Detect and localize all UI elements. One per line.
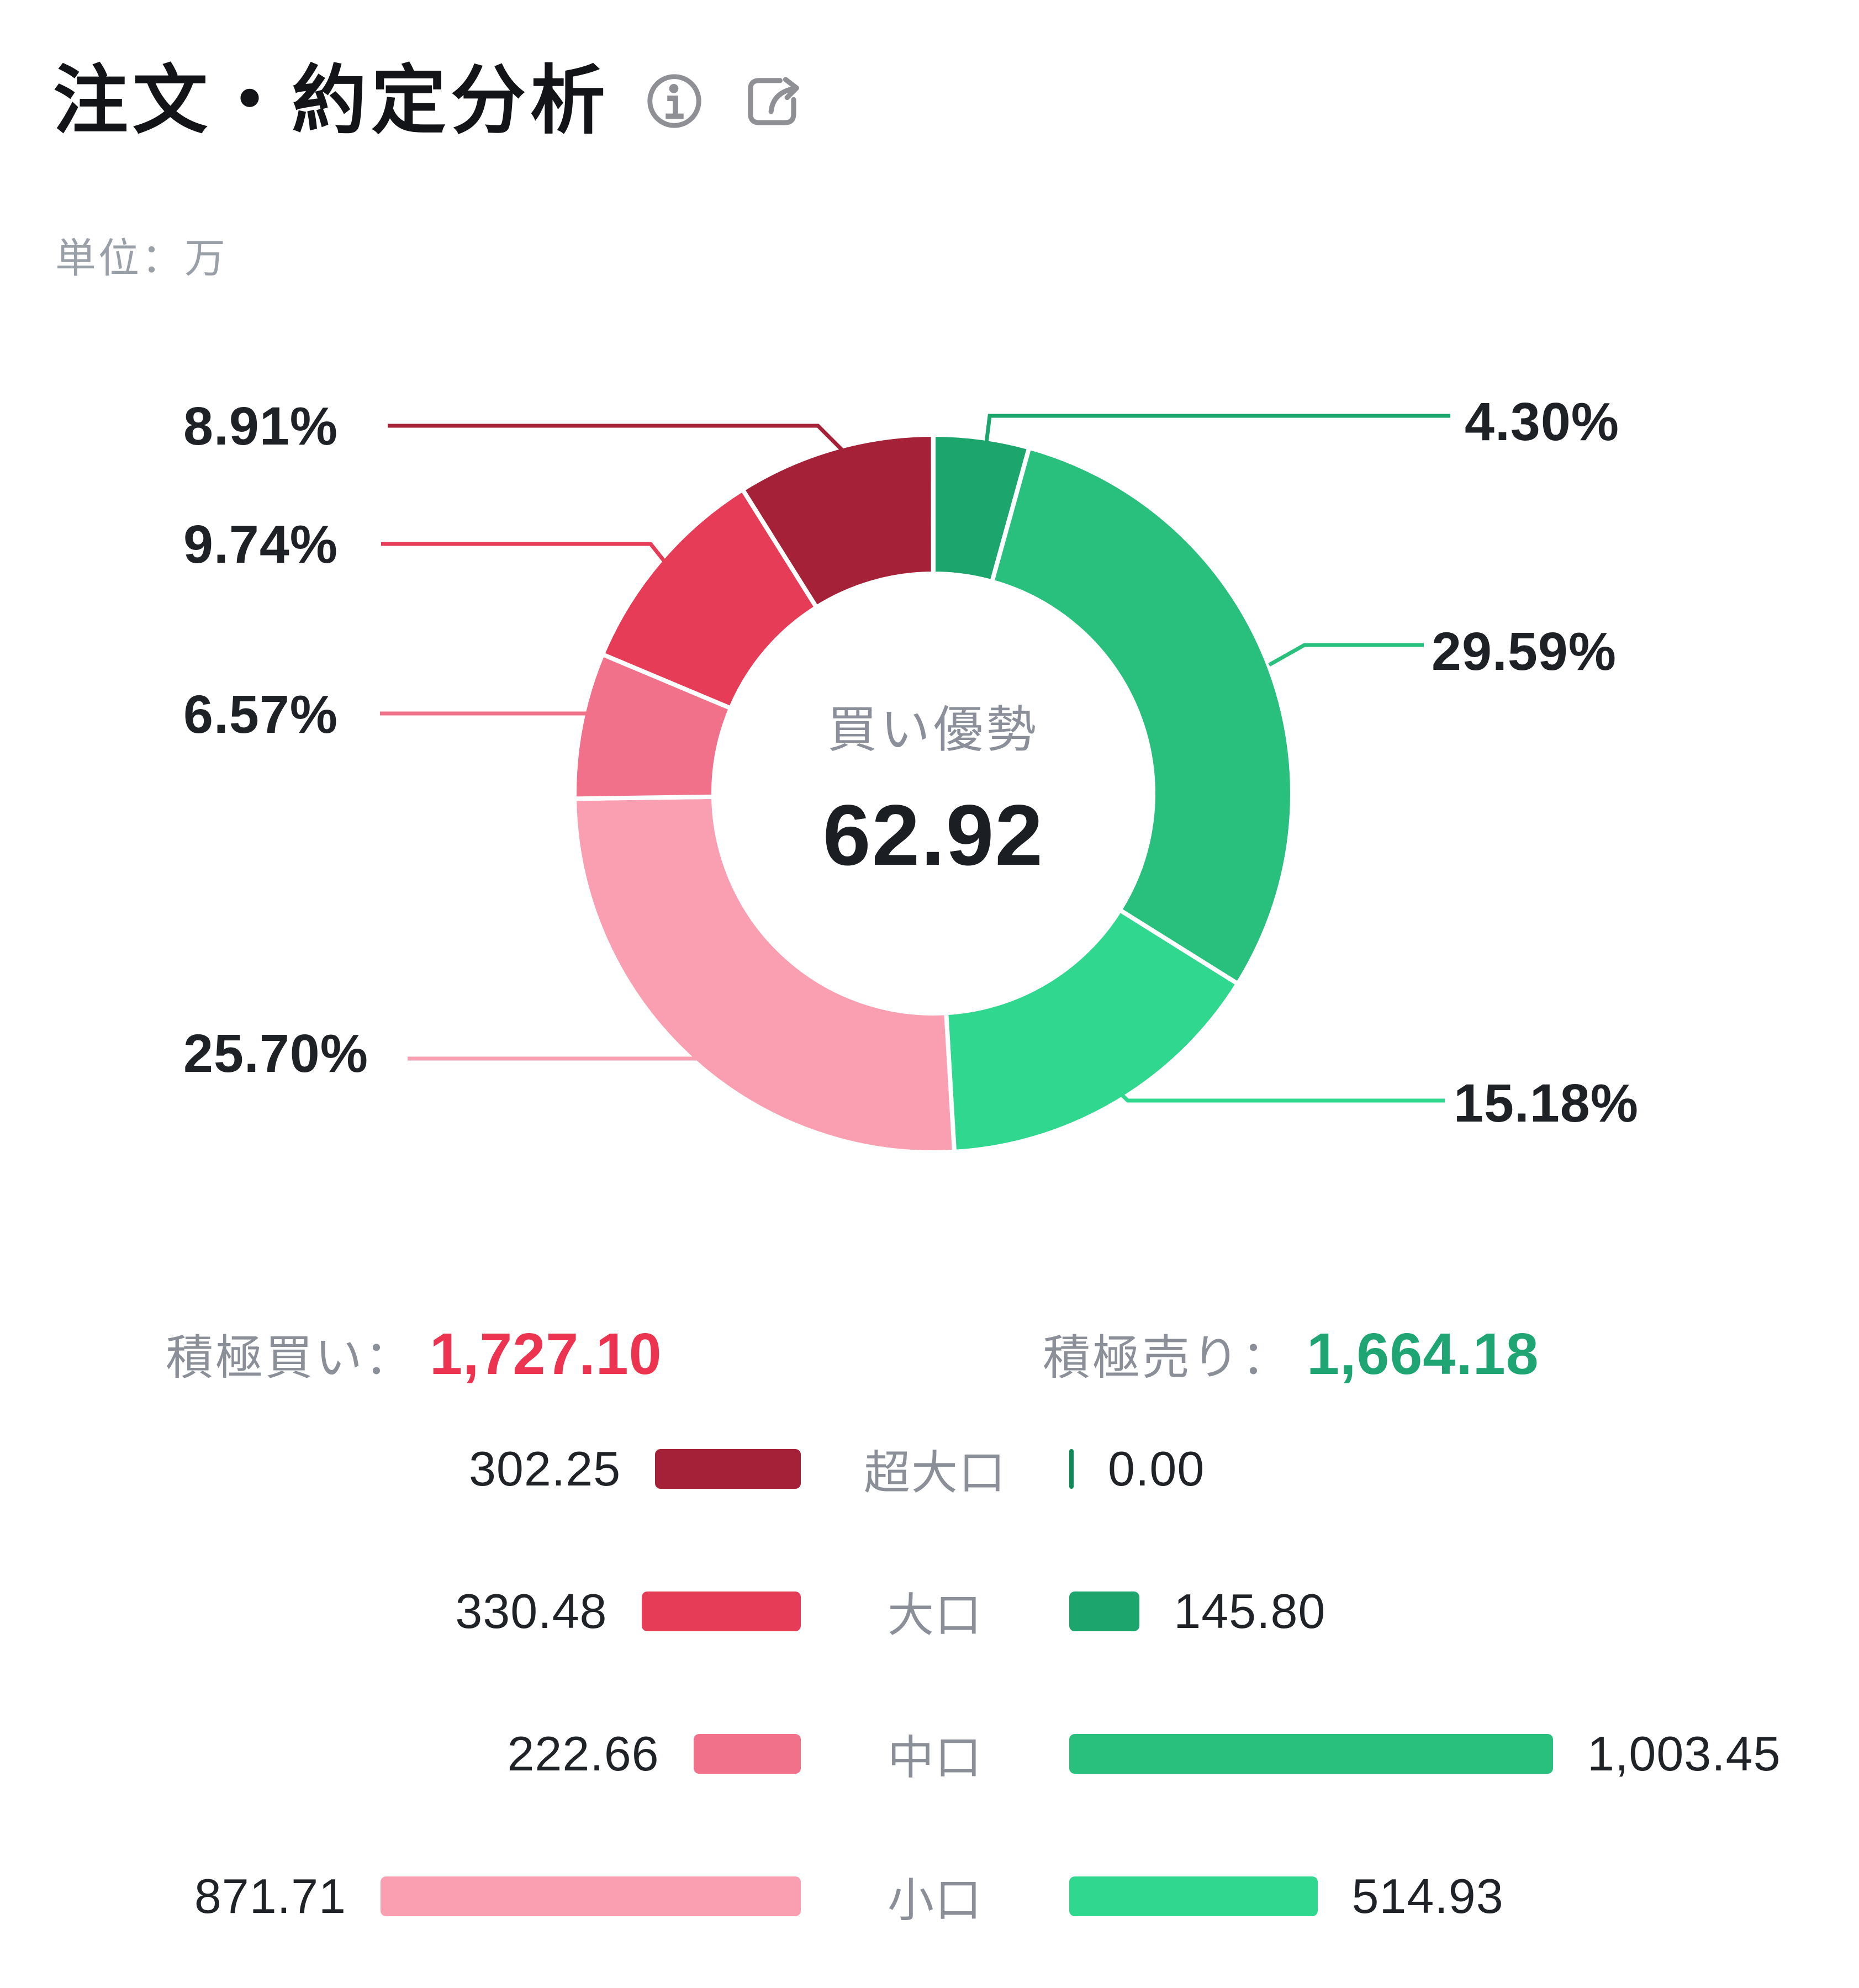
category-label: 大口	[887, 1589, 983, 1641]
category-label: 超大口	[863, 1446, 1006, 1499]
legend-buy-cell: 222.66	[0, 1726, 801, 1782]
legend-row: 222.66 中口 1,003.45	[0, 1723, 1859, 1784]
unit-label: 単位：万	[55, 235, 228, 281]
slice-label-buy-medium: 6.57%	[183, 684, 339, 744]
slice-label-sell-medium: 29.59%	[1432, 621, 1617, 681]
sell-bar	[1069, 1876, 1318, 1916]
active-sell-summary: 積極売り： 1,664.18	[1043, 1319, 1539, 1388]
active-buy-label: 積極買い：	[166, 1331, 414, 1384]
donut-center-value: 62.92	[822, 787, 1044, 884]
slice-label-sell-large: 4.30%	[1465, 392, 1620, 452]
buy-bar	[641, 1592, 801, 1631]
donut-center-caption: 買い優勢	[827, 702, 1039, 758]
buy-bar	[693, 1734, 801, 1774]
slice-label-buy-large: 9.74%	[183, 514, 339, 574]
slice-label-buy-small: 25.70%	[183, 1023, 368, 1083]
header: 注文・約定分析	[53, 59, 804, 142]
active-sell-value: 1,664.18	[1307, 1321, 1539, 1387]
legend-sell-cell: 514.93	[1069, 1868, 1504, 1924]
legend-row: 871.71 小口 514.93	[0, 1866, 1859, 1927]
legend-sell-cell: 1,003.45	[1069, 1726, 1781, 1782]
buy-bar	[381, 1876, 801, 1916]
legend-buy-cell: 871.71	[0, 1868, 801, 1924]
category-label: 小口	[887, 1874, 983, 1926]
active-sell-label: 積極売り：	[1043, 1331, 1291, 1384]
sell-bar	[1069, 1592, 1140, 1631]
sell-value: 1,003.45	[1587, 1726, 1781, 1781]
buy-value: 302.25	[468, 1441, 621, 1496]
legend-row: 302.25 超大口 0.00	[0, 1439, 1859, 1499]
buy-value: 330.48	[455, 1584, 608, 1638]
legend-sell-cell: 0.00	[1069, 1441, 1205, 1497]
legend-row: 330.48 大口 145.80	[0, 1581, 1859, 1642]
sell-value: 514.93	[1351, 1869, 1504, 1923]
legend-sell-cell: 145.80	[1069, 1583, 1325, 1640]
sell-value: 0.00	[1108, 1441, 1205, 1496]
donut-center: 買い優勢 62.92	[685, 697, 1182, 882]
buy-value: 222.66	[507, 1726, 659, 1781]
buy-bar	[655, 1449, 801, 1489]
buy-value: 871.71	[194, 1869, 346, 1923]
share-icon[interactable]	[739, 68, 804, 134]
sell-value: 145.80	[1174, 1584, 1326, 1638]
active-buy-value: 1,727.10	[430, 1321, 662, 1387]
sell-bar	[1069, 1734, 1553, 1774]
sell-bar	[1069, 1449, 1074, 1489]
category-label: 中口	[887, 1731, 983, 1784]
slice-label-buy-xlarge: 8.91%	[183, 396, 339, 456]
info-icon[interactable]	[642, 68, 707, 134]
legend-buy-cell: 330.48	[0, 1583, 801, 1640]
page-title: 注文・約定分析	[53, 59, 610, 142]
legend-buy-cell: 302.25	[0, 1441, 801, 1497]
slice-label-sell-small: 15.18%	[1454, 1073, 1639, 1133]
active-buy-summary: 積極買い： 1,727.10	[166, 1319, 662, 1388]
